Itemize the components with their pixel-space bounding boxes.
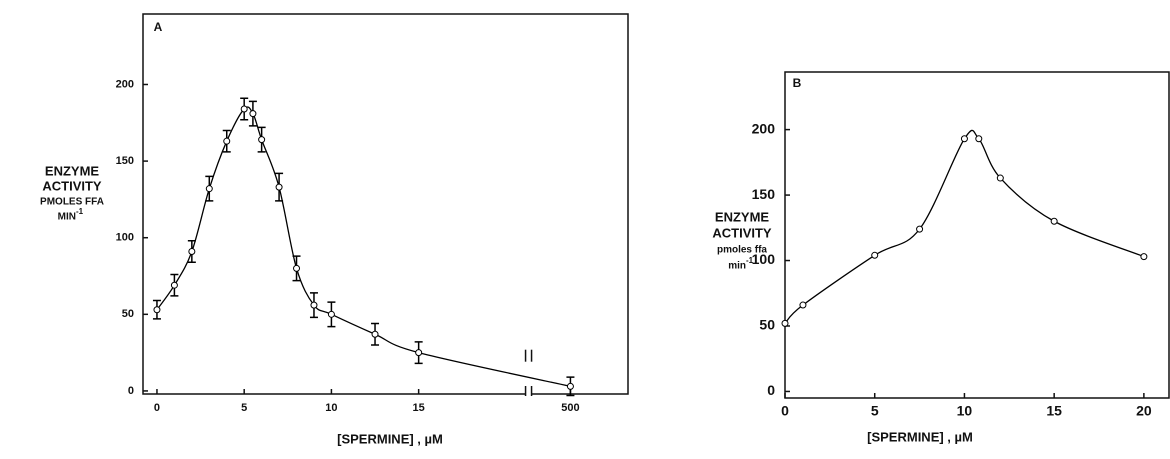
panel-label: B [793,76,802,90]
data-point [240,105,248,113]
y-tick-label: 100 [752,251,776,267]
y-tick-label: 200 [116,78,134,90]
data-point [223,137,231,145]
y-tick-label: 0 [128,385,134,397]
x-axis-label: [SPERMINE] , µM [337,431,443,446]
data-point [566,382,574,390]
data-point [960,135,968,143]
data-point [205,185,213,193]
data-point [249,110,257,118]
plot-frame [784,71,1170,399]
curve [156,106,571,387]
data-point [975,135,983,143]
x-tick-label: 500 [561,402,579,414]
x-tick-label: 15 [413,402,425,414]
y-axis-label: ENZYME [715,209,770,224]
panel-label: A [154,20,163,34]
data-point [996,174,1004,182]
y-tick-label: 150 [116,155,134,167]
x-tick-label: 0 [781,403,789,419]
y-axis-label: pmoles ffa [717,245,767,256]
data-point [188,248,196,255]
data-point [258,136,266,144]
y-tick-label: 150 [752,186,776,202]
data-point [275,183,283,191]
y-axis-unit-exponent: -1 [746,256,754,265]
y-axis-unit: min [728,261,746,272]
x-tick-label: 5 [871,403,879,419]
data-point [415,349,423,357]
x-tick-label: 5 [241,402,247,414]
data-point [1050,217,1058,225]
data-point [799,301,807,309]
x-tick-label: 15 [1046,403,1062,419]
x-tick-label: 0 [154,402,160,414]
data-point [310,301,318,309]
x-tick-label: 20 [1136,403,1152,419]
x-tick-label: 10 [325,402,337,414]
curve [784,129,1145,324]
data-point [781,319,789,327]
axis-break-gap [525,386,532,396]
data-point [871,251,879,259]
data-point [916,225,924,233]
y-axis-unit: MIN [58,212,76,223]
data-point [327,310,335,318]
data-point [170,281,178,289]
x-tick-label: 10 [957,403,973,419]
y-tick-label: 50 [759,317,775,333]
y-tick-label: 50 [122,308,134,320]
plot-frame [142,13,629,395]
y-tick-label: 0 [767,382,775,398]
y-tick-label: 100 [116,232,134,244]
data-point [1140,253,1148,261]
y-axis-unit-exponent: -1 [76,207,84,216]
y-axis-label: ACTIVITY [712,225,772,240]
data-point [371,330,379,338]
y-axis-label: ACTIVITY [42,178,102,193]
data-point [153,306,161,314]
y-axis-label: PMOLES FFA [40,197,104,208]
x-axis-label: [SPERMINE] , µM [867,429,973,444]
y-tick-label: 200 [752,120,776,136]
data-point [293,264,301,272]
y-axis-label: ENZYME [45,163,100,178]
